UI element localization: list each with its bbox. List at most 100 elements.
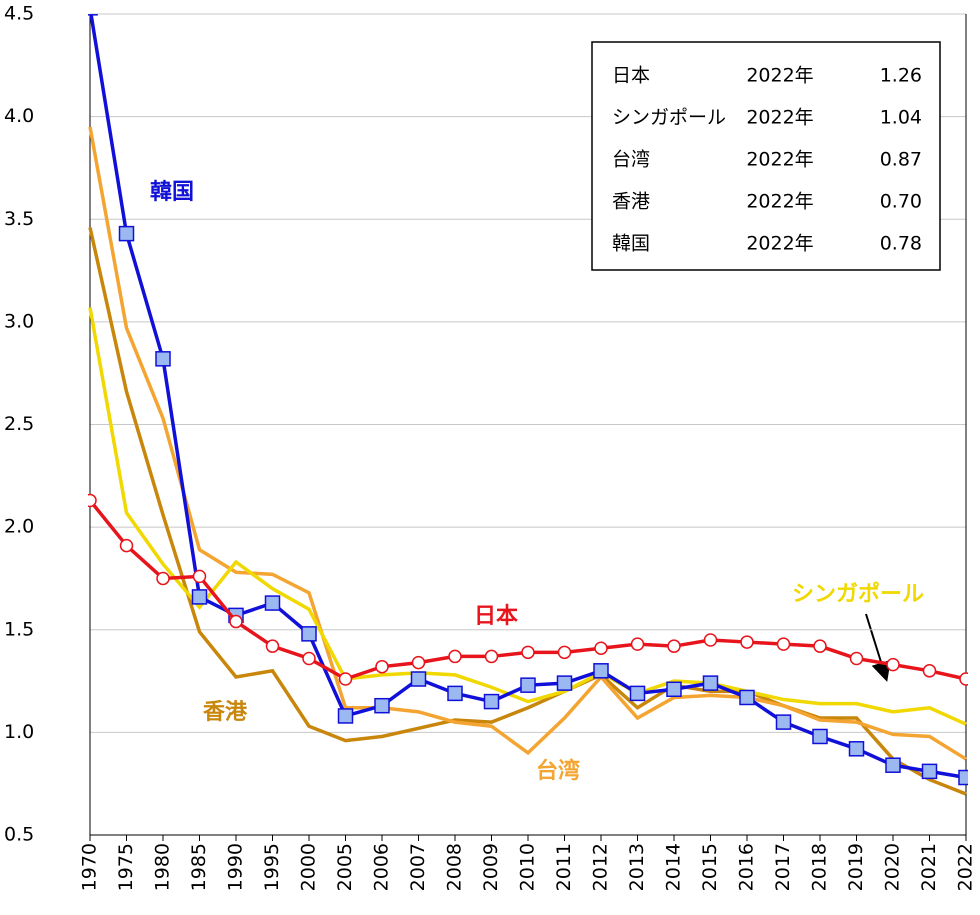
x-tick-label: 2017	[772, 843, 794, 891]
x-tick-label: 2006	[371, 843, 393, 891]
y-tick-label: 3.5	[4, 208, 34, 230]
point	[521, 645, 535, 660]
x-tick-label: 2007	[407, 843, 429, 891]
point	[959, 672, 968, 686]
y-tick-label: 4.0	[4, 105, 34, 127]
summary-cell: 2022年	[746, 233, 813, 255]
summary-cell: 韓国	[612, 233, 650, 255]
point	[484, 649, 499, 664]
point	[264, 595, 281, 611]
summary-cell: 2022年	[746, 149, 813, 171]
x-tick-label: 2009	[480, 843, 502, 891]
y-tick-label: 4.5	[4, 3, 34, 25]
point	[813, 639, 827, 653]
point	[740, 635, 754, 649]
x-tick-label: 2020	[882, 843, 904, 891]
x-tick-label: 2018	[809, 843, 831, 891]
point	[88, 493, 97, 508]
series-label: 日本	[474, 604, 518, 629]
x-tick-label: 2005	[334, 843, 356, 891]
y-tick-label: 1.0	[4, 721, 34, 743]
point	[667, 639, 681, 653]
series-label: 香港	[203, 700, 248, 725]
line	[88, 126, 967, 761]
point	[265, 639, 280, 653]
annotation-arrow	[865, 613, 891, 682]
summary-cell: 香港	[612, 191, 650, 213]
point	[302, 651, 316, 666]
point	[666, 681, 682, 698]
point	[192, 569, 207, 584]
point	[702, 675, 719, 691]
point	[848, 741, 865, 757]
x-tick-label: 2010	[517, 843, 539, 891]
point	[703, 633, 718, 647]
summary-cell: 1.04	[880, 107, 922, 129]
series-label: 台湾	[536, 758, 580, 784]
summary-cell: 2022年	[746, 65, 813, 87]
point	[885, 757, 901, 773]
y-tick-label: 2.5	[4, 413, 34, 435]
point	[922, 664, 937, 678]
x-tick-label: 2021	[918, 843, 940, 891]
point	[775, 714, 792, 730]
point	[447, 685, 463, 702]
plot-area	[88, 14, 968, 796]
point	[156, 571, 170, 586]
line	[88, 227, 967, 796]
point	[155, 351, 171, 367]
x-tick-label: 1995	[261, 843, 283, 891]
point	[301, 626, 317, 642]
y-tick-label: 0.5	[4, 824, 34, 846]
summary-cell: 日本	[612, 65, 650, 87]
x-tick-label: 2022	[955, 843, 977, 891]
y-tick-label: 1.5	[4, 618, 34, 640]
x-tick-label: 1970	[79, 843, 101, 891]
summary-cell: 台湾	[612, 149, 650, 171]
x-tick-label: 1980	[152, 843, 174, 891]
x-tick-label: 1975	[115, 843, 137, 891]
y-tick-label: 3.0	[4, 310, 34, 332]
point	[520, 677, 536, 693]
point	[411, 655, 426, 670]
point	[374, 697, 390, 714]
point	[594, 641, 608, 655]
summary-cell: シンガポール	[612, 107, 726, 129]
point	[629, 685, 646, 702]
point	[337, 708, 354, 724]
point	[776, 637, 791, 651]
point	[739, 689, 755, 706]
point	[921, 763, 938, 780]
point	[118, 225, 135, 242]
point	[593, 663, 609, 679]
y-tick-label: 2.0	[4, 516, 34, 538]
x-tick-label: 2000	[298, 843, 320, 891]
point	[375, 659, 389, 674]
point	[849, 651, 864, 666]
x-tick-label: 2008	[444, 843, 466, 891]
point	[338, 672, 353, 686]
x-tick-label: 2014	[663, 843, 685, 891]
point	[410, 671, 427, 687]
point	[630, 637, 645, 651]
x-tick-label: 2012	[590, 843, 612, 891]
summary-box	[591, 41, 941, 271]
summary-cell: 0.78	[880, 233, 922, 255]
point	[88, 14, 98, 16]
summary-cell: 2022年	[746, 107, 813, 129]
summary-cell: 2022年	[746, 191, 813, 213]
point	[229, 614, 243, 629]
line	[88, 307, 967, 726]
series-label: シンガポール	[792, 581, 924, 607]
x-tick-label: 2013	[626, 843, 648, 891]
x-tick-label: 2011	[553, 843, 575, 891]
x-tick-label: 2016	[736, 843, 758, 891]
x-tick-label: 2015	[699, 843, 721, 891]
x-tick-label: 1990	[225, 843, 247, 891]
point	[119, 538, 134, 553]
summary-cell: 1.26	[880, 65, 922, 87]
point	[191, 589, 208, 605]
summary-cell: 0.70	[880, 191, 922, 213]
point	[886, 657, 900, 672]
